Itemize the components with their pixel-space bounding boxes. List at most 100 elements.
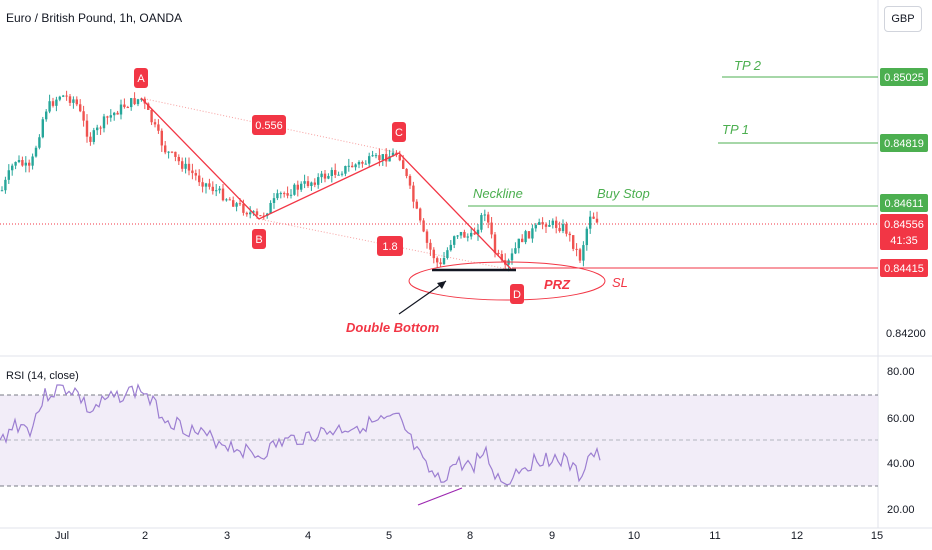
candle-body — [215, 190, 218, 192]
candle-body — [221, 188, 225, 201]
candle-body — [548, 224, 551, 227]
rsi-indicator-title[interactable]: RSI (14, close) — [6, 370, 79, 382]
candle-body — [242, 203, 245, 213]
candle-body — [578, 249, 582, 261]
candle-body — [130, 98, 133, 108]
candle-body — [310, 182, 313, 187]
ratio-bd-label[interactable]: 1.8 — [377, 236, 403, 256]
price-label-buy-stop[interactable]: 0.84611 — [880, 194, 928, 212]
price-label-tp2[interactable]: 0.85025 — [880, 68, 928, 86]
candle-body — [38, 137, 41, 148]
candle-body — [11, 165, 14, 171]
candle-body — [364, 163, 367, 165]
candle-body — [487, 214, 490, 223]
candle-body — [371, 155, 374, 157]
point-c-label[interactable]: C — [392, 122, 406, 142]
candle-body — [245, 212, 248, 215]
candle-body — [177, 156, 180, 162]
rsi-divergence-line[interactable] — [417, 487, 463, 506]
candle-body — [31, 156, 34, 166]
candle-body — [517, 238, 520, 249]
arrow-head-icon — [437, 281, 446, 289]
candle-body — [493, 234, 497, 253]
currency-button[interactable]: GBP — [884, 6, 922, 32]
candle-body — [283, 193, 286, 195]
candle-body — [14, 161, 17, 166]
candle-body — [300, 183, 303, 190]
time-label: 9 — [549, 530, 555, 542]
candle-body — [204, 183, 208, 187]
candle-body — [238, 203, 242, 205]
candle-body — [561, 224, 565, 232]
candle-body — [524, 231, 527, 243]
point-a-label[interactable]: A — [134, 68, 148, 88]
price-buy-stop-text: 0.84611 — [885, 198, 924, 210]
rsi-line[interactable] — [0, 383, 601, 486]
time-label: 3 — [224, 530, 230, 542]
point-d-label[interactable]: D — [510, 284, 524, 304]
time-label: 10 — [628, 530, 640, 542]
candle-body — [555, 220, 558, 228]
candle-body — [211, 186, 214, 192]
candle-body — [317, 177, 320, 185]
candle-body — [442, 258, 446, 265]
candle-body — [419, 208, 422, 221]
candle-body — [109, 115, 112, 118]
candle-body — [58, 96, 61, 100]
candle-body — [575, 248, 578, 250]
candle-body — [296, 184, 299, 190]
candle-body — [565, 224, 568, 234]
candle-body — [585, 228, 588, 246]
price-label-sl[interactable]: 0.84415 — [880, 259, 928, 277]
candle-body — [7, 170, 10, 180]
candle-body — [191, 170, 194, 174]
candle-body — [51, 101, 55, 106]
candle-body — [538, 222, 541, 225]
candle-body — [289, 194, 293, 196]
prz-ellipse[interactable] — [408, 261, 606, 301]
point-b-label[interactable]: B — [252, 229, 266, 249]
candle-body — [82, 111, 85, 121]
candle-body — [235, 203, 238, 207]
rsi-tick-40: 40.00 — [887, 458, 915, 470]
candle-body — [351, 165, 354, 168]
candle-body — [252, 211, 255, 213]
candle-body — [385, 154, 388, 162]
candle-body — [415, 201, 418, 209]
candle-body — [259, 215, 262, 217]
rsi-tick-80: 80.00 — [887, 366, 915, 378]
candle-body — [102, 116, 106, 129]
point-d-text: D — [513, 289, 521, 301]
candle-body — [483, 214, 486, 216]
candle-body — [150, 109, 153, 123]
candle-body — [334, 170, 337, 175]
candle-body — [164, 145, 167, 153]
price-tp2-text: 0.85025 — [884, 72, 924, 84]
candle-body — [4, 179, 7, 191]
ratio-ab-label[interactable]: 0.556 — [252, 115, 286, 135]
candle-body — [293, 184, 296, 195]
harmonic-pattern-legs[interactable] — [140, 97, 513, 271]
price-sl-text: 0.84415 — [884, 263, 924, 275]
candle-body — [160, 130, 163, 146]
candle-body — [62, 95, 65, 97]
candle-body — [225, 199, 228, 201]
price-label-tp1[interactable]: 0.84819 — [880, 134, 928, 152]
chart-title: Euro / British Pound, 1h, OANDA — [6, 11, 183, 25]
time-axis[interactable]: Jul 2 3 4 5 8 9 10 11 12 15 — [55, 530, 883, 542]
candle-body — [378, 155, 381, 161]
candle-body — [446, 250, 449, 259]
candle-body — [41, 119, 44, 138]
candle-body — [589, 216, 592, 229]
price-label-last[interactable]: 0.84556 41:35 — [880, 214, 928, 250]
candle-body — [456, 235, 459, 237]
candle-body — [0, 190, 4, 192]
double-bottom-arrow[interactable] — [398, 280, 447, 315]
candle-body — [592, 216, 595, 219]
candle-body — [194, 173, 197, 176]
candle-body — [541, 222, 544, 225]
candles-group — [0, 90, 599, 272]
candle-body — [279, 193, 282, 195]
candle-body — [17, 160, 21, 162]
